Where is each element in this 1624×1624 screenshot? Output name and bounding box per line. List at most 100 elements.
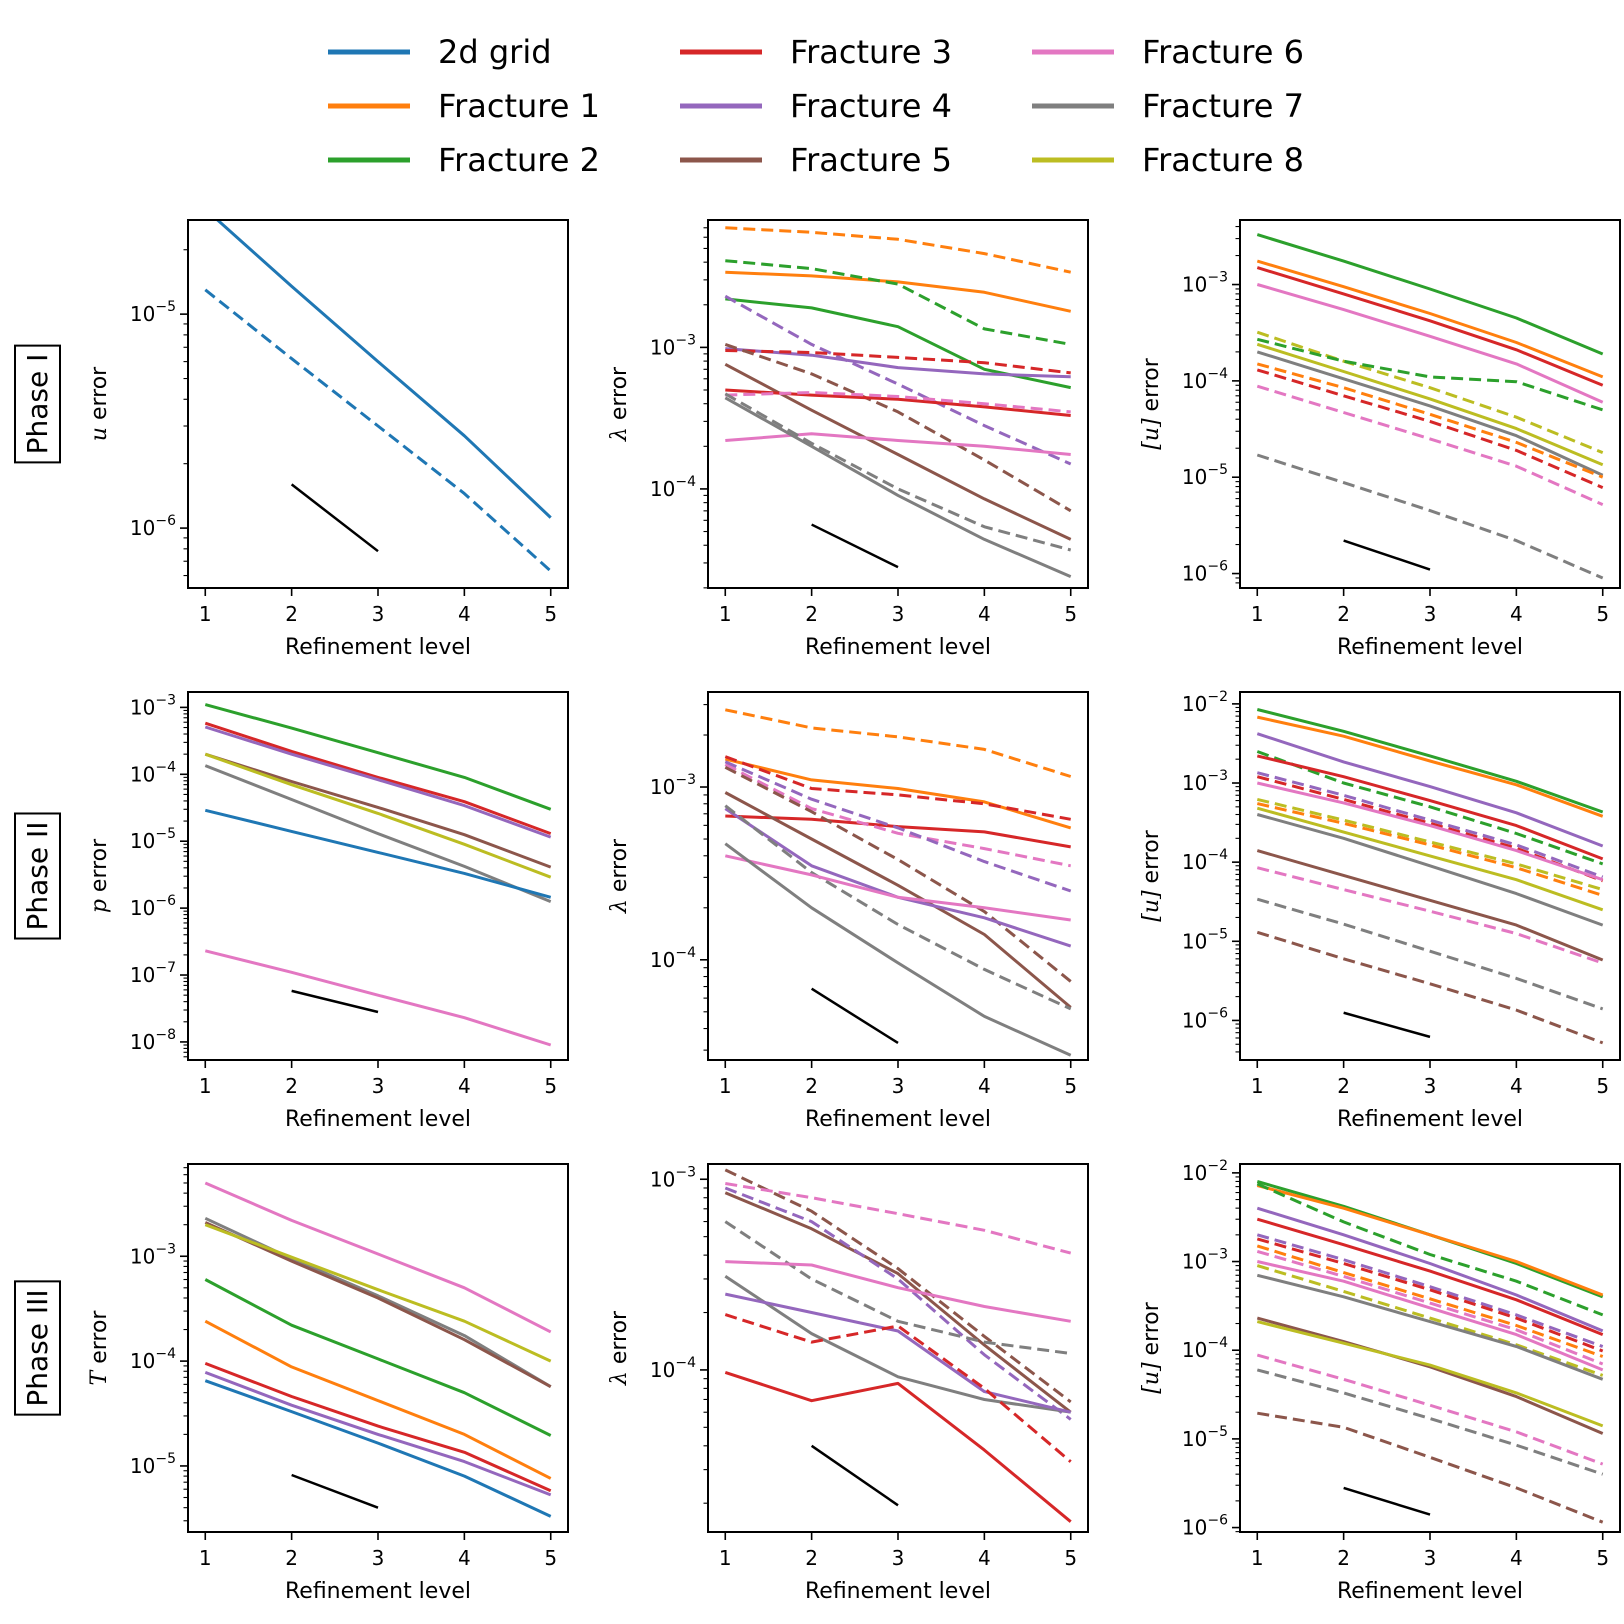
series-fracture-6-solid: [204, 1181, 552, 1334]
series-fracture-5-dashed: [724, 1168, 1072, 1404]
x-tick-label: 2: [285, 1074, 298, 1098]
y-axis-text: error: [87, 1310, 112, 1364]
series-fracture-1-dashed: [1256, 362, 1604, 479]
series-group: [1256, 708, 1604, 1045]
x-tick-label: 5: [544, 602, 557, 626]
series-fracture-6-dashed: [725, 391, 1071, 414]
series-fracture-5-solid: [1256, 1316, 1604, 1435]
phase-label-text: Phase III: [21, 1289, 54, 1406]
series-2d-grid-solid: [204, 1379, 552, 1518]
y-tick-label: 10−6: [1182, 1005, 1228, 1032]
legend-label: Fracture 6: [1142, 33, 1304, 71]
y-axis-symbol: λ: [607, 899, 632, 914]
x-tick-label: 1: [1251, 602, 1264, 626]
axes-frame: [187, 1163, 569, 1533]
series-fracture-6-solid: [1256, 1260, 1604, 1372]
y-tick-label: 10−2: [1182, 689, 1228, 716]
reference-slope-line: [1343, 1486, 1431, 1516]
series-fracture-1-solid: [204, 1319, 552, 1480]
x-tick-label: 3: [892, 1546, 905, 1570]
y-tick-label: 10−6: [1182, 1513, 1228, 1540]
legend-item-fracture-2: Fracture 2: [328, 141, 600, 179]
legend-item-fracture-5: Fracture 5: [680, 141, 952, 179]
series-fracture-3-solid: [1256, 1217, 1604, 1336]
x-axis: 1 2 3 4 5 Refinement level: [1251, 588, 1609, 660]
series-fracture-8-solid: [1256, 342, 1604, 467]
x-tick-label: 3: [372, 1074, 385, 1098]
series-fracture-3-dashed: [1256, 1237, 1604, 1353]
y-axis-label: [u] error: [1139, 1301, 1164, 1394]
y-axis: 10−8 10−7 10−6 10−5 10−4 10−3: [130, 692, 188, 1058]
x-tick-label: 5: [1596, 1546, 1609, 1570]
series-fracture-3-dashed: [724, 1313, 1072, 1463]
series-fracture-7-solid: [1256, 813, 1604, 927]
x-tick-label: 2: [805, 602, 818, 626]
legend-label: Fracture 7: [1142, 87, 1304, 125]
series-fracture-1-dashed: [725, 226, 1072, 274]
legend-label: Fracture 1: [438, 87, 600, 125]
series-fracture-2-dashed: [1256, 750, 1604, 866]
panel-p1u: 10−6 10−5 1 2 3 4 5 Refinement level u error: [87, 219, 569, 660]
x-tick-label: 5: [1064, 1546, 1077, 1570]
series-fracture-4-solid: [724, 1292, 1072, 1414]
reference-slope-line: [290, 483, 379, 553]
series-fracture-5-dashed: [724, 765, 1072, 983]
x-axis-label: Refinement level: [1337, 1107, 1523, 1132]
series-fracture-4-dashed: [724, 760, 1072, 893]
x-tick-label: 1: [1251, 1546, 1264, 1570]
series-fracture-5-solid: [1256, 849, 1604, 962]
series-fracture-7-solid: [724, 842, 1072, 1057]
series-fracture-7-solid: [724, 1274, 1071, 1414]
axes-frame: [187, 219, 569, 589]
x-tick-label: 1: [199, 1546, 212, 1570]
x-tick-label: 3: [1424, 602, 1437, 626]
reference-slope-line: [291, 1473, 379, 1509]
y-tick-label: 10−6: [1182, 559, 1228, 586]
x-tick-label: 4: [978, 602, 991, 626]
panel-p3jump: 10−6 10−5 10−4 10−3 10−2 1 2 3 4 5 Refinement leve…: [1139, 1158, 1621, 1604]
panel-p2jump: 10−6 10−5 10−4 10−3 10−2 1 2 3 4 5 Refinement leve…: [1139, 689, 1621, 1132]
series-fracture-4-solid: [1256, 732, 1604, 848]
y-axis-label: T error: [87, 1310, 112, 1386]
y-tick-label: 10−5: [1182, 462, 1228, 489]
y-tick-label: 10−7: [130, 960, 176, 987]
y-tick-label: 10−4: [650, 1355, 696, 1382]
phase-label-box: [14, 812, 61, 940]
phase-label-1: Phase I: [14, 344, 61, 464]
x-tick-label: 3: [1424, 1546, 1437, 1570]
y-tick-label: 10−4: [1182, 1335, 1228, 1362]
series-fracture-6-solid: [204, 949, 552, 1047]
series-fracture-7-solid: [1256, 350, 1604, 477]
series-fracture-8-solid: [1256, 1320, 1604, 1428]
x-tick-label: 4: [1510, 602, 1523, 626]
x-tick-label: 2: [805, 1074, 818, 1098]
y-tick-label: 10−3: [130, 1241, 176, 1268]
series-fracture-4-solid: [204, 725, 552, 839]
series-fracture-6-dashed: [1256, 384, 1604, 506]
phase-labels: Phase I Phase II Phase III: [14, 344, 61, 1416]
series-group: [204, 703, 552, 1047]
phase-label-2: Phase II: [14, 812, 61, 940]
series-group: [1256, 233, 1604, 580]
series-fracture-2-dashed: [1256, 337, 1604, 412]
series-fracture-2-solid: [1256, 233, 1604, 356]
legend-label: Fracture 4: [790, 87, 952, 125]
y-tick-label: 10−4: [650, 945, 696, 972]
series-fracture-1-solid: [1256, 259, 1604, 379]
series-2d-grid-solid: [204, 808, 552, 899]
y-tick-label: 10−2: [1182, 1158, 1228, 1185]
axes-frame: [187, 691, 569, 1061]
series-group: [724, 708, 1072, 1057]
series-fracture-8-solid: [1256, 806, 1604, 912]
axes-frame: [707, 691, 1089, 1061]
series-fracture-5-dashed: [1257, 1411, 1604, 1524]
y-tick-label: 10−4: [1182, 847, 1228, 874]
y-axis-text: error: [1139, 1301, 1164, 1355]
series-group: [204, 220, 552, 573]
series-group: [1256, 1180, 1604, 1524]
series-group: [724, 1168, 1072, 1523]
x-axis: 1 2 3 4 5 Refinement level: [1251, 1060, 1609, 1132]
x-axis: 1 2 3 4 5 Refinement level: [199, 1532, 557, 1604]
